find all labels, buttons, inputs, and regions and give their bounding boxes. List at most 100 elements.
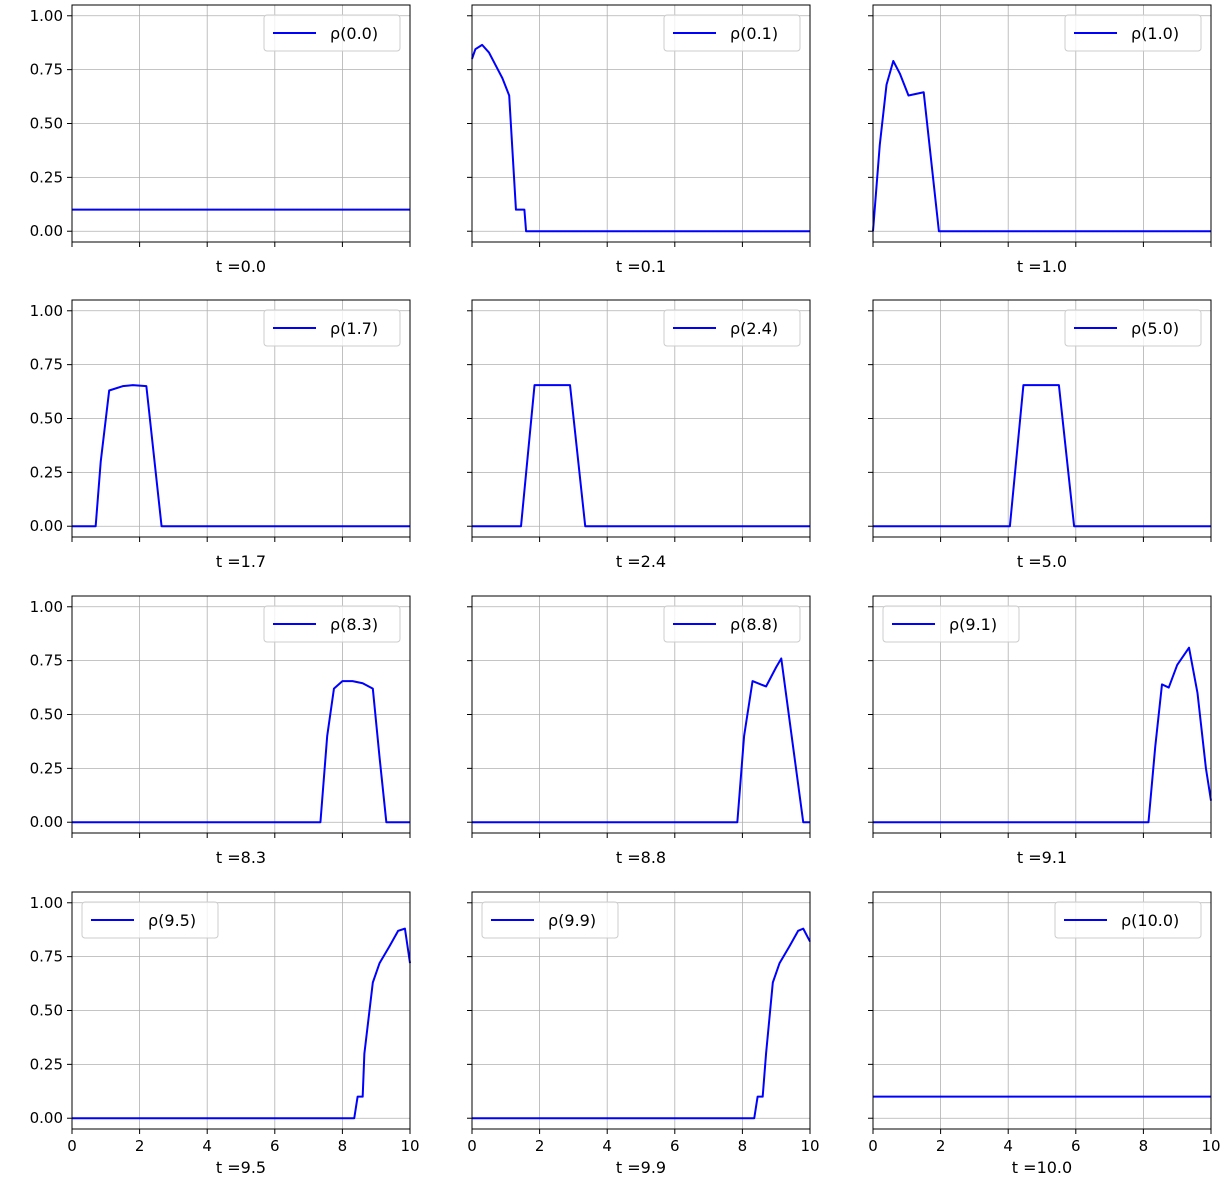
series-line (873, 646, 1212, 824)
legend-box (481, 901, 619, 939)
x-tick-label: 6 (670, 1137, 680, 1155)
series-line (72, 927, 411, 1120)
subplot-2: t =1.0 ρ(1.0) (868, 4, 1212, 276)
y-tick-label: 0.50 (30, 706, 63, 724)
legend: ρ(10.0) (1054, 901, 1202, 939)
legend-box (1054, 901, 1202, 939)
legend: ρ(2.4) (663, 309, 801, 347)
x-tick-label: 6 (270, 1137, 280, 1155)
x-axis-label: t =1.0 (1017, 257, 1067, 276)
legend: ρ(9.1) (882, 605, 1020, 643)
y-tick-label: 0.75 (30, 61, 63, 79)
legend-label: ρ(9.5) (148, 911, 196, 930)
legend: ρ(5.0) (1064, 309, 1202, 347)
y-tick-label: 0.75 (30, 948, 63, 966)
y-tick-label: 1.00 (30, 7, 63, 25)
legend-box (663, 14, 801, 52)
legend-label: ρ(9.9) (548, 911, 596, 930)
x-axis-label: t =8.8 (616, 848, 666, 867)
x-tick-label: 0 (868, 1137, 878, 1155)
x-axis-label: t =10.0 (1012, 1158, 1072, 1177)
legend: ρ(0.1) (663, 14, 801, 52)
y-tick-label: 0.25 (30, 463, 63, 481)
y-tick-label: 0.25 (30, 759, 63, 777)
legend: ρ(0.0) (263, 14, 401, 52)
x-tick-label: 8 (1139, 1137, 1149, 1155)
y-tick-label: 0.75 (30, 356, 63, 374)
y-tick-label: 0.00 (30, 1109, 63, 1127)
legend-box (882, 605, 1020, 643)
x-tick-label: 4 (1003, 1137, 1013, 1155)
x-tick-label: 0 (467, 1137, 477, 1155)
x-axis-label: t =0.0 (216, 257, 266, 276)
legend-box (1064, 309, 1202, 347)
subplot-9: 0 2 4 6 8 10 0.00 0.25 0.50 0.75 1.00 t =9.5 ρ(9.5) (30, 891, 420, 1177)
x-tick-label: 10 (400, 1137, 419, 1155)
y-tick-label: 1.00 (30, 302, 63, 320)
subplot-4: t =2.4 ρ(2.4) (467, 299, 811, 571)
series-line (72, 680, 410, 824)
x-axis-label: t =9.9 (616, 1158, 666, 1177)
x-tick-label: 6 (1071, 1137, 1081, 1155)
series-line (72, 384, 410, 528)
y-tick-label: 0.00 (30, 222, 63, 240)
y-tick-label: 0.00 (30, 517, 63, 535)
x-tick-label: 2 (535, 1137, 545, 1155)
legend-label: ρ(5.0) (1131, 319, 1179, 338)
legend-label: ρ(1.7) (330, 319, 378, 338)
subplot-3: 0.00 0.25 0.50 0.75 1.00 t =1.7 ρ(1.7) (30, 299, 411, 571)
legend: ρ(1.7) (263, 309, 401, 347)
legend-box (263, 309, 401, 347)
x-axis-label: t =1.7 (216, 552, 266, 571)
subplot-6: 0.00 0.25 0.50 0.75 1.00 t =8.3 ρ(8.3) (30, 595, 411, 867)
y-tick-label: 0.25 (30, 1055, 63, 1073)
y-tick-label: 0.25 (30, 168, 63, 186)
x-tick-label: 2 (135, 1137, 145, 1155)
series-line (472, 384, 810, 528)
x-tick-label: 0 (67, 1137, 77, 1155)
legend: ρ(8.8) (663, 605, 801, 643)
subplot-11: 0 2 4 6 8 10 t =10.0 ρ(10.0) (868, 891, 1221, 1177)
legend-box (263, 605, 401, 643)
y-tick-label: 1.00 (30, 598, 63, 616)
legend: ρ(9.5) (81, 901, 219, 939)
x-tick-label: 8 (738, 1137, 748, 1155)
y-tick-label: 0.50 (30, 410, 63, 428)
x-axis-label: t =9.1 (1017, 848, 1067, 867)
legend-box (663, 605, 801, 643)
subplot-8: t =9.1 ρ(9.1) (868, 595, 1212, 867)
legend-box (1064, 14, 1202, 52)
series-line (472, 657, 810, 824)
x-tick-label: 4 (202, 1137, 212, 1155)
series-line (471, 43, 810, 233)
legend-label: ρ(1.0) (1131, 24, 1179, 43)
subplot-1: t =0.1 ρ(0.1) (467, 4, 811, 276)
legend-box (263, 14, 401, 52)
y-tick-label: 0.50 (30, 115, 63, 133)
legend: ρ(1.0) (1064, 14, 1202, 52)
x-tick-label: 10 (1201, 1137, 1220, 1155)
subplot-10: 0 2 4 6 8 10 t =9.9 ρ(9.9) (467, 891, 820, 1177)
x-axis-label: t =0.1 (616, 257, 666, 276)
legend-label: ρ(9.1) (949, 615, 997, 634)
y-tick-label: 1.00 (30, 894, 63, 912)
subplot-5: t =5.0 ρ(5.0) (868, 299, 1212, 571)
legend-label: ρ(8.8) (730, 615, 778, 634)
x-axis-label: t =2.4 (616, 552, 666, 571)
series-line (872, 60, 1211, 233)
legend: ρ(9.9) (481, 901, 619, 939)
legend-box (81, 901, 219, 939)
y-tick-label: 0.00 (30, 813, 63, 831)
legend-label: ρ(2.4) (730, 319, 778, 338)
legend-label: ρ(0.1) (730, 24, 778, 43)
legend-label: ρ(10.0) (1121, 911, 1179, 930)
x-tick-label: 2 (936, 1137, 946, 1155)
legend: ρ(8.3) (263, 605, 401, 643)
legend-box (663, 309, 801, 347)
x-axis-label: t =5.0 (1017, 552, 1067, 571)
y-tick-label: 0.75 (30, 652, 63, 670)
x-tick-label: 4 (602, 1137, 612, 1155)
legend-label: ρ(0.0) (330, 24, 378, 43)
series-line (873, 384, 1211, 528)
